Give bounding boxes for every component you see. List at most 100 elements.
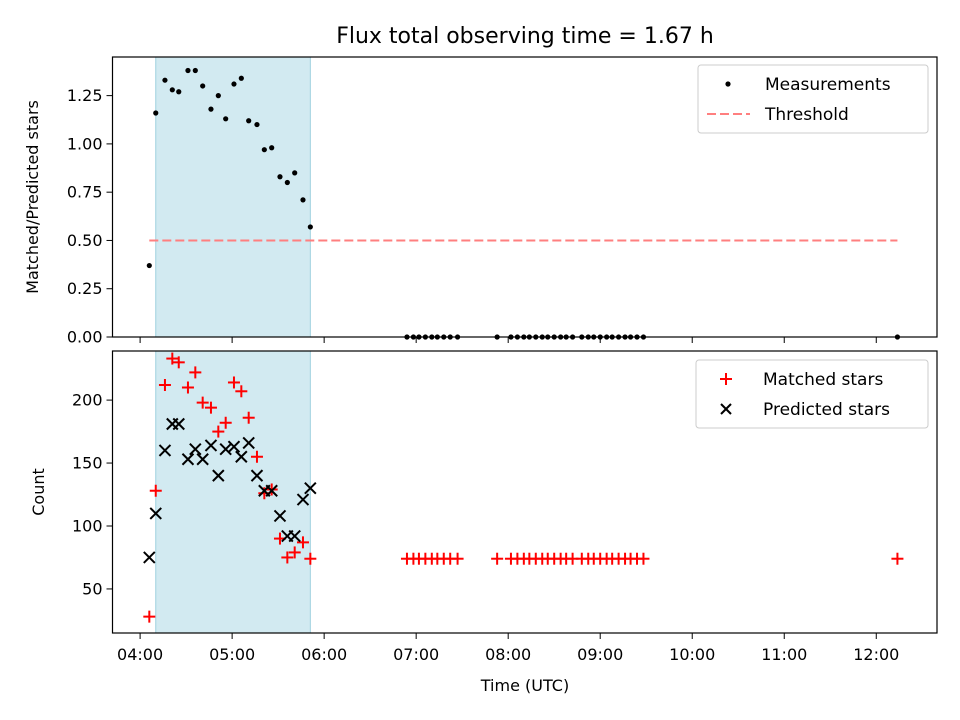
- predicted-star-point: [273, 509, 287, 523]
- predicted-star-point: [196, 453, 209, 466]
- measurement-point: [162, 77, 168, 83]
- bottom-highlight-span: [155, 350, 311, 634]
- y-tick-label: 0.50: [67, 231, 103, 250]
- predicted-star-points: [143, 417, 317, 564]
- top-legend: Measurements Threshold: [697, 64, 929, 134]
- predicted-star-point: [242, 436, 255, 450]
- x-tick-label: 10:00: [669, 645, 715, 664]
- measurement-point: [231, 81, 237, 87]
- measurement-point: [215, 93, 221, 99]
- legend-matched-label: Matched stars: [763, 370, 883, 390]
- predicted-star-point: [296, 493, 310, 506]
- measurement-point: [307, 224, 313, 230]
- measurement-point: [223, 116, 229, 122]
- matched-star-point: [304, 552, 317, 565]
- top-y-axis-label: Matched/Predicted stars: [23, 100, 42, 294]
- measurement-point: [153, 110, 159, 116]
- top-x-tick-marks: [139, 337, 877, 343]
- legend-predicted-label: Predicted stars: [763, 400, 890, 420]
- matched-star-point: [491, 552, 504, 565]
- x-tick-label: 05:00: [209, 645, 255, 664]
- matched-star-point: [288, 546, 301, 559]
- matched-star-point: [250, 450, 263, 463]
- matched-star-point: [172, 356, 185, 369]
- measurement-point: [185, 67, 191, 74]
- bottom-y-ticks: 50 100 150 200: [72, 391, 113, 598]
- legend-measurements-marker: [725, 81, 731, 87]
- measurement-point: [192, 67, 198, 74]
- x-tick-label: 12:00: [853, 645, 899, 664]
- matched-star-point: [235, 385, 248, 398]
- predicted-star-point: [143, 551, 156, 564]
- legend-measurements-label: Measurements: [765, 75, 891, 95]
- measurement-point: [146, 262, 152, 269]
- y-tick-label: 0.75: [67, 183, 103, 202]
- y-tick-label: 0.25: [67, 279, 103, 298]
- measurement-point: [208, 106, 214, 112]
- measurement-point: [169, 87, 175, 93]
- matched-star-point: [204, 401, 217, 414]
- predicted-star-point: [288, 529, 301, 543]
- measurement-point: [284, 179, 290, 186]
- predicted-star-point: [149, 507, 162, 520]
- y-tick-label: 1.00: [67, 134, 103, 153]
- measurement-point: [269, 145, 275, 151]
- measurement-point: [300, 197, 306, 203]
- measurement-point: [238, 75, 244, 81]
- measurement-point: [277, 174, 283, 180]
- y-tick-label: 100: [72, 516, 103, 535]
- measurement-point: [254, 121, 260, 128]
- matched-star-point: [166, 352, 179, 365]
- predicted-star-point: [181, 453, 195, 466]
- bottom-panel: 50 100 150 200 04:00 05:00 06:00 07:00 08:00 09:…: [29, 350, 938, 695]
- predicted-star-point: [212, 469, 225, 482]
- predicted-star-point: [158, 444, 172, 457]
- matched-star-point: [196, 396, 209, 409]
- predicted-star-point: [204, 439, 218, 452]
- matched-star-point: [296, 536, 309, 549]
- predicted-star-point: [172, 417, 185, 431]
- predicted-star-point: [250, 469, 264, 482]
- top-highlight-span: [155, 56, 311, 338]
- y-tick-label: 200: [72, 391, 103, 410]
- measurement-point: [176, 89, 182, 95]
- measurement-point: [246, 118, 252, 124]
- predicted-star-point: [189, 442, 202, 456]
- predicted-star-point: [219, 442, 232, 456]
- matched-star-point: [451, 552, 464, 565]
- x-tick-label: 08:00: [485, 645, 531, 664]
- predicted-star-point: [265, 484, 278, 497]
- chart-title: Flux total observing time = 1.67 h: [336, 24, 714, 49]
- matched-star-point: [227, 376, 240, 389]
- legend-matched-marker: [720, 373, 732, 385]
- matched-star-point: [891, 552, 904, 565]
- predicted-star-point: [235, 450, 248, 463]
- bottom-y-axis-label: Count: [29, 468, 48, 516]
- x-tick-label: 06:00: [301, 645, 347, 664]
- measurement-point: [261, 147, 267, 153]
- top-panel: 0.00 0.25 0.50 0.75 1.00 1.25 Matched/Predict…: [23, 56, 938, 347]
- y-tick-label: 1.25: [67, 86, 103, 105]
- legend-predicted-marker: [720, 403, 732, 415]
- top-axes-frame: [111, 56, 938, 338]
- measurement-point: [292, 170, 298, 176]
- x-tick-label: 07:00: [393, 645, 439, 664]
- y-tick-label: 0.00: [67, 328, 103, 347]
- matched-star-point: [212, 425, 225, 438]
- x-tick-label: 11:00: [761, 645, 807, 664]
- matched-star-point: [637, 552, 650, 565]
- bottom-legend: Matched stars Predicted stars: [695, 359, 929, 429]
- matched-star-point: [242, 411, 255, 424]
- top-y-ticks: 0.00 0.25 0.50 0.75 1.00 1.25: [67, 86, 113, 347]
- x-tick-label: 04:00: [117, 645, 163, 664]
- x-tick-label: 09:00: [577, 645, 623, 664]
- matched-star-point: [158, 378, 171, 391]
- y-tick-label: 150: [72, 454, 103, 473]
- matched-star-point: [181, 381, 194, 394]
- bottom-axes-frame: [111, 350, 938, 634]
- matched-star-point: [143, 610, 156, 623]
- bottom-x-ticks: 04:00 05:00 06:00 07:00 08:00 09:00 10:00 11:00…: [117, 633, 899, 664]
- matched-star-point: [281, 551, 294, 564]
- predicted-star-point: [304, 482, 317, 495]
